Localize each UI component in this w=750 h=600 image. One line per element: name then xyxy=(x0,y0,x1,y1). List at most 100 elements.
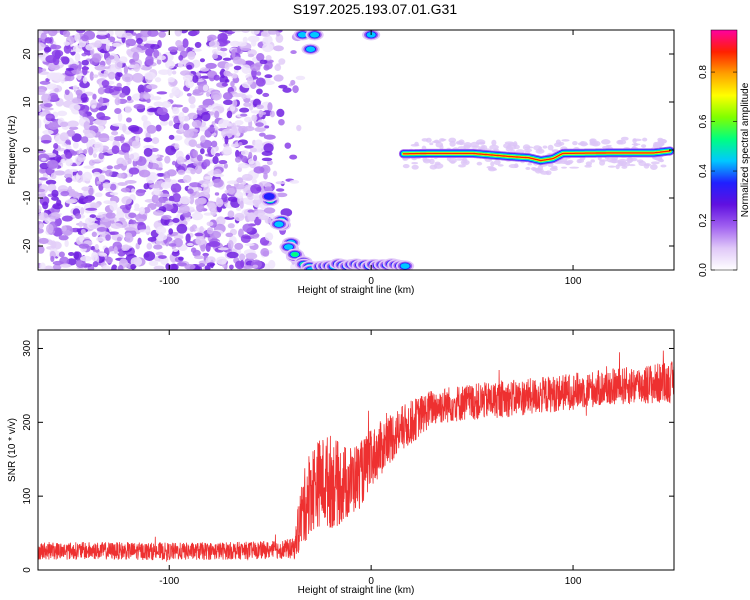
noise-blob xyxy=(113,86,123,92)
noise-blob xyxy=(189,182,201,188)
noise-blob xyxy=(289,154,298,160)
noise-blob xyxy=(38,167,46,174)
noise-blob xyxy=(226,180,239,185)
noise-blob xyxy=(132,72,144,83)
y-tick-label: 0 xyxy=(22,147,33,153)
noise-blob xyxy=(95,192,103,198)
noise-blob xyxy=(124,180,137,184)
noise-blob xyxy=(65,177,73,183)
noise-blob xyxy=(168,120,174,127)
noise-blob xyxy=(101,265,112,270)
noise-blob xyxy=(147,162,159,170)
noise-blob xyxy=(192,30,200,36)
noise-blob xyxy=(111,264,118,270)
snr-panel: -100 0 100 0 100 200 300 Height of straight li… xyxy=(7,329,675,596)
noise-blob xyxy=(150,147,159,153)
noise-blob xyxy=(187,51,196,60)
noise-blob xyxy=(171,70,177,75)
noise-blob xyxy=(94,141,102,150)
noise-blob xyxy=(105,212,116,219)
noise-blob xyxy=(170,183,182,193)
noise-blob xyxy=(213,74,220,81)
halo-blob xyxy=(642,137,648,142)
noise-blob xyxy=(238,162,250,169)
halo-blob xyxy=(650,164,658,170)
noise-blob xyxy=(78,243,90,249)
noise-blob xyxy=(146,58,154,66)
noise-blob xyxy=(65,151,73,159)
noise-blob xyxy=(75,213,82,220)
noise-blob xyxy=(207,126,216,132)
noise-blob xyxy=(38,179,43,184)
noise-blob xyxy=(41,93,51,103)
noise-blob xyxy=(220,47,228,52)
noise-blob xyxy=(117,182,128,186)
noise-blob xyxy=(65,139,71,145)
noise-blob xyxy=(72,45,83,53)
noise-blob xyxy=(150,43,160,50)
halo-blob xyxy=(414,141,419,147)
halo-blob xyxy=(599,159,608,162)
noise-blob xyxy=(101,79,110,87)
noise-blob xyxy=(97,87,105,95)
noise-blob xyxy=(275,181,286,185)
halo-blob xyxy=(432,140,442,144)
noise-blob xyxy=(205,62,217,70)
noise-blob xyxy=(168,228,174,235)
noise-blob xyxy=(199,226,204,233)
noise-blob xyxy=(50,255,55,262)
noise-blob xyxy=(247,209,255,213)
noise-blob xyxy=(167,77,175,83)
y-tick-label: 10 xyxy=(22,96,33,108)
noise-blob xyxy=(221,128,233,139)
noise-blob xyxy=(172,193,181,203)
noise-blob xyxy=(164,177,172,183)
noise-blob xyxy=(103,70,108,78)
snr-frame xyxy=(37,329,675,571)
noise-blob xyxy=(190,247,197,253)
noise-blob xyxy=(98,137,110,142)
noise-blob xyxy=(263,80,275,86)
noise-blob xyxy=(200,183,208,188)
noise-blob xyxy=(81,34,89,42)
noise-blob xyxy=(229,264,234,270)
noise-blob xyxy=(135,188,146,197)
noise-blob xyxy=(77,154,86,163)
noise-blob xyxy=(38,188,46,193)
noise-blob xyxy=(124,227,136,232)
noise-blob xyxy=(179,195,191,205)
noise-blob xyxy=(165,145,177,156)
x-tick-label: -100 xyxy=(159,576,179,587)
noise-blob xyxy=(204,176,213,180)
noise-blob xyxy=(141,115,148,122)
noise-blob xyxy=(284,142,292,149)
y-tick-label: 200 xyxy=(22,414,33,431)
noise-blob xyxy=(250,147,258,153)
noise-blob xyxy=(254,126,266,132)
noise-blob xyxy=(131,188,136,193)
noise-blob xyxy=(138,166,148,171)
signal-blob xyxy=(263,193,275,200)
noise-blob xyxy=(72,192,81,199)
signal-blob xyxy=(306,46,316,52)
noise-blob xyxy=(151,96,162,101)
noise-blob xyxy=(124,234,134,243)
halo-blob xyxy=(601,139,611,145)
noise-blob xyxy=(236,41,247,47)
noise-blob xyxy=(189,103,196,109)
noise-blob xyxy=(247,192,255,200)
noise-blob xyxy=(92,153,97,158)
noise-blob xyxy=(172,248,179,252)
halo-blob xyxy=(514,163,519,168)
noise-blob xyxy=(217,247,229,251)
y-tick-label: -20 xyxy=(22,238,33,253)
noise-blob xyxy=(275,188,285,192)
noise-blob xyxy=(195,236,206,246)
noise-blob xyxy=(130,263,137,270)
noise-blob xyxy=(168,243,177,247)
noise-blob xyxy=(109,201,118,211)
noise-blob xyxy=(290,79,296,86)
noise-blob xyxy=(245,94,253,99)
noise-blob xyxy=(52,264,62,270)
noise-blob xyxy=(108,71,116,80)
